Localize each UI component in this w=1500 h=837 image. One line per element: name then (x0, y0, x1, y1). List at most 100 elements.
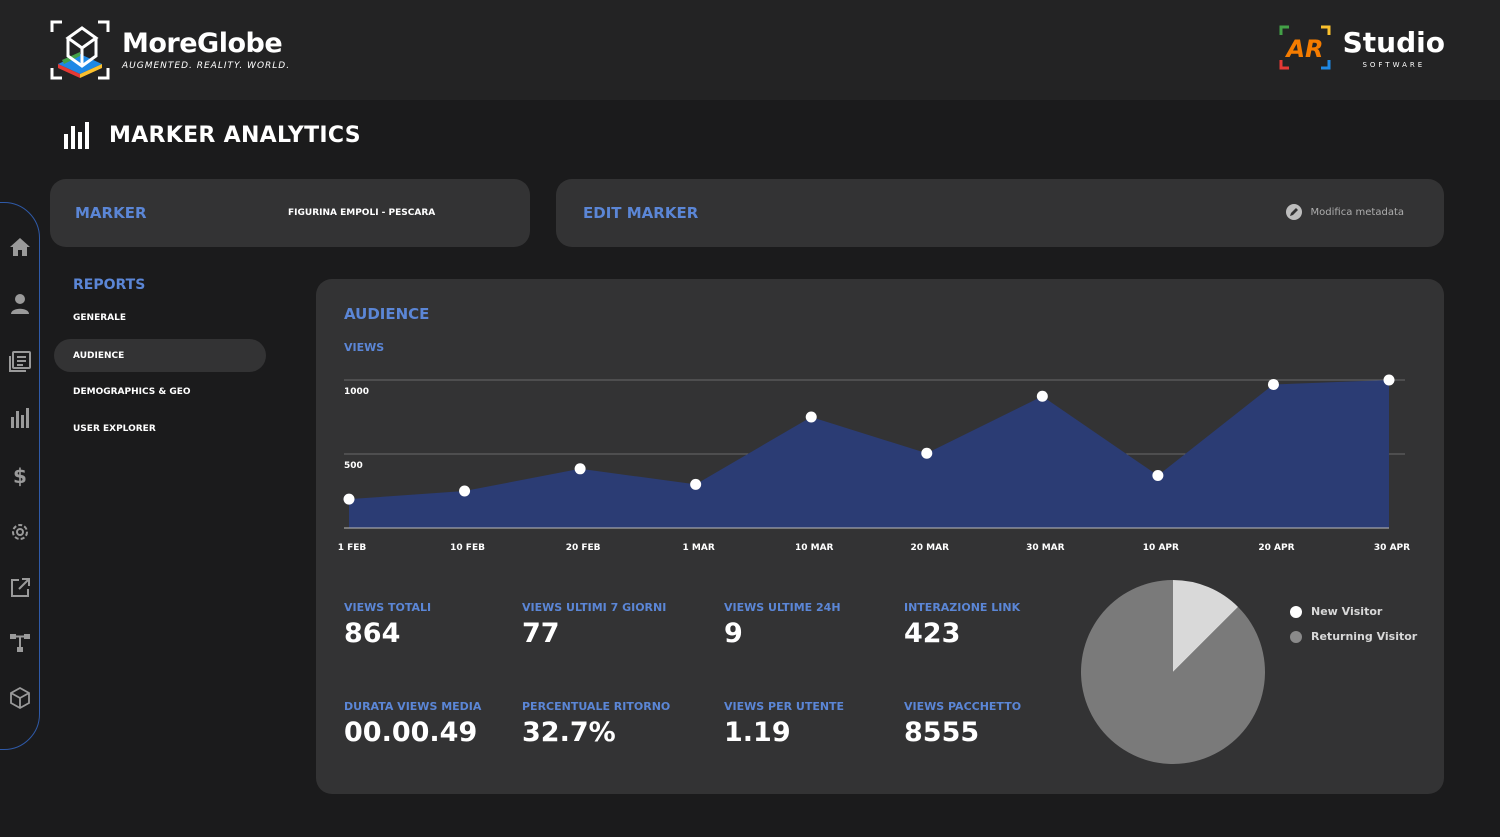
kpi-views-ultime-24h: VIEWS ULTIME 24H 9 (724, 601, 841, 649)
data-point (459, 485, 471, 497)
kpi-label: VIEWS ULTIMI 7 GIORNI (522, 601, 667, 614)
box-icon[interactable] (8, 686, 32, 710)
x-tick-label: 1 MAR (683, 543, 715, 553)
brand-tagline: AUGMENTED. REALITY. WORLD. (122, 61, 291, 71)
data-point (690, 478, 702, 490)
legend-item-returning-visitor: Returning Visitor (1290, 630, 1417, 643)
x-tick-label: 30 APR (1374, 543, 1410, 553)
pie-legend: New Visitor Returning Visitor (1290, 605, 1417, 655)
kpi-interazione-link: INTERAZIONE LINK 423 (904, 601, 1020, 649)
news-icon[interactable] (8, 349, 32, 373)
moreglobe-logo-icon (50, 20, 110, 80)
kpi-views-per-utente: VIEWS PER UTENTE 1.19 (724, 700, 844, 748)
legend-label: New Visitor (1311, 605, 1383, 618)
x-tick-label: 30 MAR (1026, 543, 1065, 553)
kpi-views-totali: VIEWS TOTALI 864 (344, 601, 431, 649)
kpi-views-pacchetto: VIEWS PACCHETTO 8555 (904, 700, 1021, 748)
partner-sub: SOFTWARE (1362, 60, 1426, 69)
kpi-value: 423 (904, 618, 961, 649)
pie-slice-returning-visitor (1081, 580, 1265, 764)
legend-item-new-visitor: New Visitor (1290, 605, 1417, 618)
views-area-chart: 500 1000 1 FEB 10 FEB 20 FEB 1 MAR 10 MAR 20 MA… (338, 374, 1410, 553)
views-label: VIEWS (344, 341, 385, 354)
legend-swatch (1290, 605, 1302, 618)
report-item-label: AUDIENCE (73, 350, 125, 361)
data-point (1383, 374, 1395, 386)
gear-icon[interactable] (8, 520, 32, 544)
svg-text:$: $ (13, 464, 27, 487)
kpi-value: 864 (344, 618, 401, 649)
data-point (1267, 378, 1279, 390)
report-item-demographics-geo[interactable]: DEMOGRAPHICS & GEO (54, 375, 266, 408)
marker-name: FIGURINA EMPOLI - PESCARA (288, 208, 436, 218)
brand-name: MoreGlobe (122, 28, 283, 59)
kpi-label: PERCENTUALE RITORNO (522, 700, 671, 713)
data-point (805, 411, 817, 423)
ar-studio-logo-icon: AR (1279, 25, 1331, 70)
data-point (574, 463, 586, 475)
report-item-user-explorer[interactable]: USER EXPLORER (54, 412, 266, 445)
data-point (343, 493, 355, 505)
reports-title: REPORTS (73, 277, 146, 293)
user-icon[interactable] (8, 292, 32, 316)
kpi-label: DURATA VIEWS MEDIA (344, 700, 482, 713)
kpi-label: VIEWS TOTALI (344, 601, 432, 614)
y-tick-label: 1000 (344, 387, 369, 397)
pencil-icon (1285, 204, 1302, 220)
brand-logo[interactable]: MoreGlobe AUGMENTED. REALITY. WORLD. (50, 20, 290, 80)
x-tick-label: 10 APR (1143, 543, 1179, 553)
bar-chart-icon[interactable] (8, 406, 32, 430)
ar-logo-mark: AR (1284, 35, 1323, 63)
kpi-label: VIEWS PACCHETTO (904, 700, 1022, 713)
x-tick-label: 10 FEB (450, 543, 485, 553)
data-point (1152, 469, 1164, 481)
legend-swatch (1290, 630, 1302, 643)
left-rail: $ (0, 202, 40, 750)
external-link-icon[interactable] (8, 576, 32, 600)
edit-marker-card: EDIT MARKER Modifica metadata (556, 179, 1444, 247)
x-tick-label: 20 MAR (911, 543, 950, 553)
audience-panel: AUDIENCE VIEWS 500 1000 1 FEB 10 FEB 20 FEB 1… (316, 279, 1444, 794)
data-point (1036, 390, 1048, 402)
home-icon[interactable] (8, 235, 32, 259)
marker-label: MARKER (75, 204, 147, 222)
visitor-pie-chart (1081, 580, 1265, 764)
report-item-audience[interactable]: AUDIENCE (54, 339, 266, 372)
kpi-durata-views-media: DURATA VIEWS MEDIA 00.00.49 (344, 700, 481, 748)
analytics-icon (64, 122, 89, 149)
report-item-label: USER EXPLORER (73, 423, 156, 434)
x-tick-label: 20 FEB (566, 543, 601, 553)
edit-marker-label: EDIT MARKER (583, 204, 699, 222)
edit-metadata-button[interactable]: Modifica metadata (1285, 204, 1404, 220)
legend-label: Returning Visitor (1311, 630, 1418, 643)
kpi-value: 32.7% (522, 717, 616, 748)
kpi-value: 00.00.49 (344, 717, 478, 748)
top-bar: MoreGlobe AUGMENTED. REALITY. WORLD. AR … (0, 0, 1500, 100)
page-title: MARKER ANALYTICS (63, 120, 361, 150)
audience-title: AUDIENCE (344, 305, 430, 323)
kpi-label: VIEWS PER UTENTE (724, 700, 845, 713)
kpi-value: 8555 (904, 717, 980, 748)
kpi-views-ultimi-7-giorni: VIEWS ULTIMI 7 GIORNI 77 (522, 601, 666, 649)
hierarchy-icon[interactable] (8, 631, 32, 655)
report-item-label: DEMOGRAPHICS & GEO (73, 386, 191, 397)
dollar-icon[interactable]: $ (8, 463, 32, 488)
x-tick-label: 10 MAR (795, 543, 834, 553)
partner-name: Studio (1342, 25, 1445, 59)
edit-metadata-label: Modifica metadata (1310, 206, 1404, 218)
pie-slice-new-visitor (1173, 580, 1239, 672)
kpi-label: INTERAZIONE LINK (904, 601, 1021, 614)
kpi-percentuale-ritorno: PERCENTUALE RITORNO 32.7% (522, 700, 670, 748)
y-tick-label: 500 (344, 461, 363, 471)
report-item-generale[interactable]: GENERALE (54, 301, 266, 334)
report-item-label: GENERALE (73, 312, 126, 323)
x-tick-label: 20 APR (1258, 543, 1294, 553)
kpi-value: 77 (522, 618, 560, 649)
kpi-label: VIEWS ULTIME 24H (724, 601, 841, 614)
marker-card: MARKER FIGURINA EMPOLI - PESCARA (50, 179, 530, 247)
x-tick-label: 1 FEB (338, 543, 367, 553)
data-point (921, 447, 933, 459)
kpi-value: 1.19 (724, 717, 791, 748)
kpi-value: 9 (724, 618, 743, 649)
ar-studio-logo[interactable]: AR Studio SOFTWARE (1275, 25, 1445, 70)
